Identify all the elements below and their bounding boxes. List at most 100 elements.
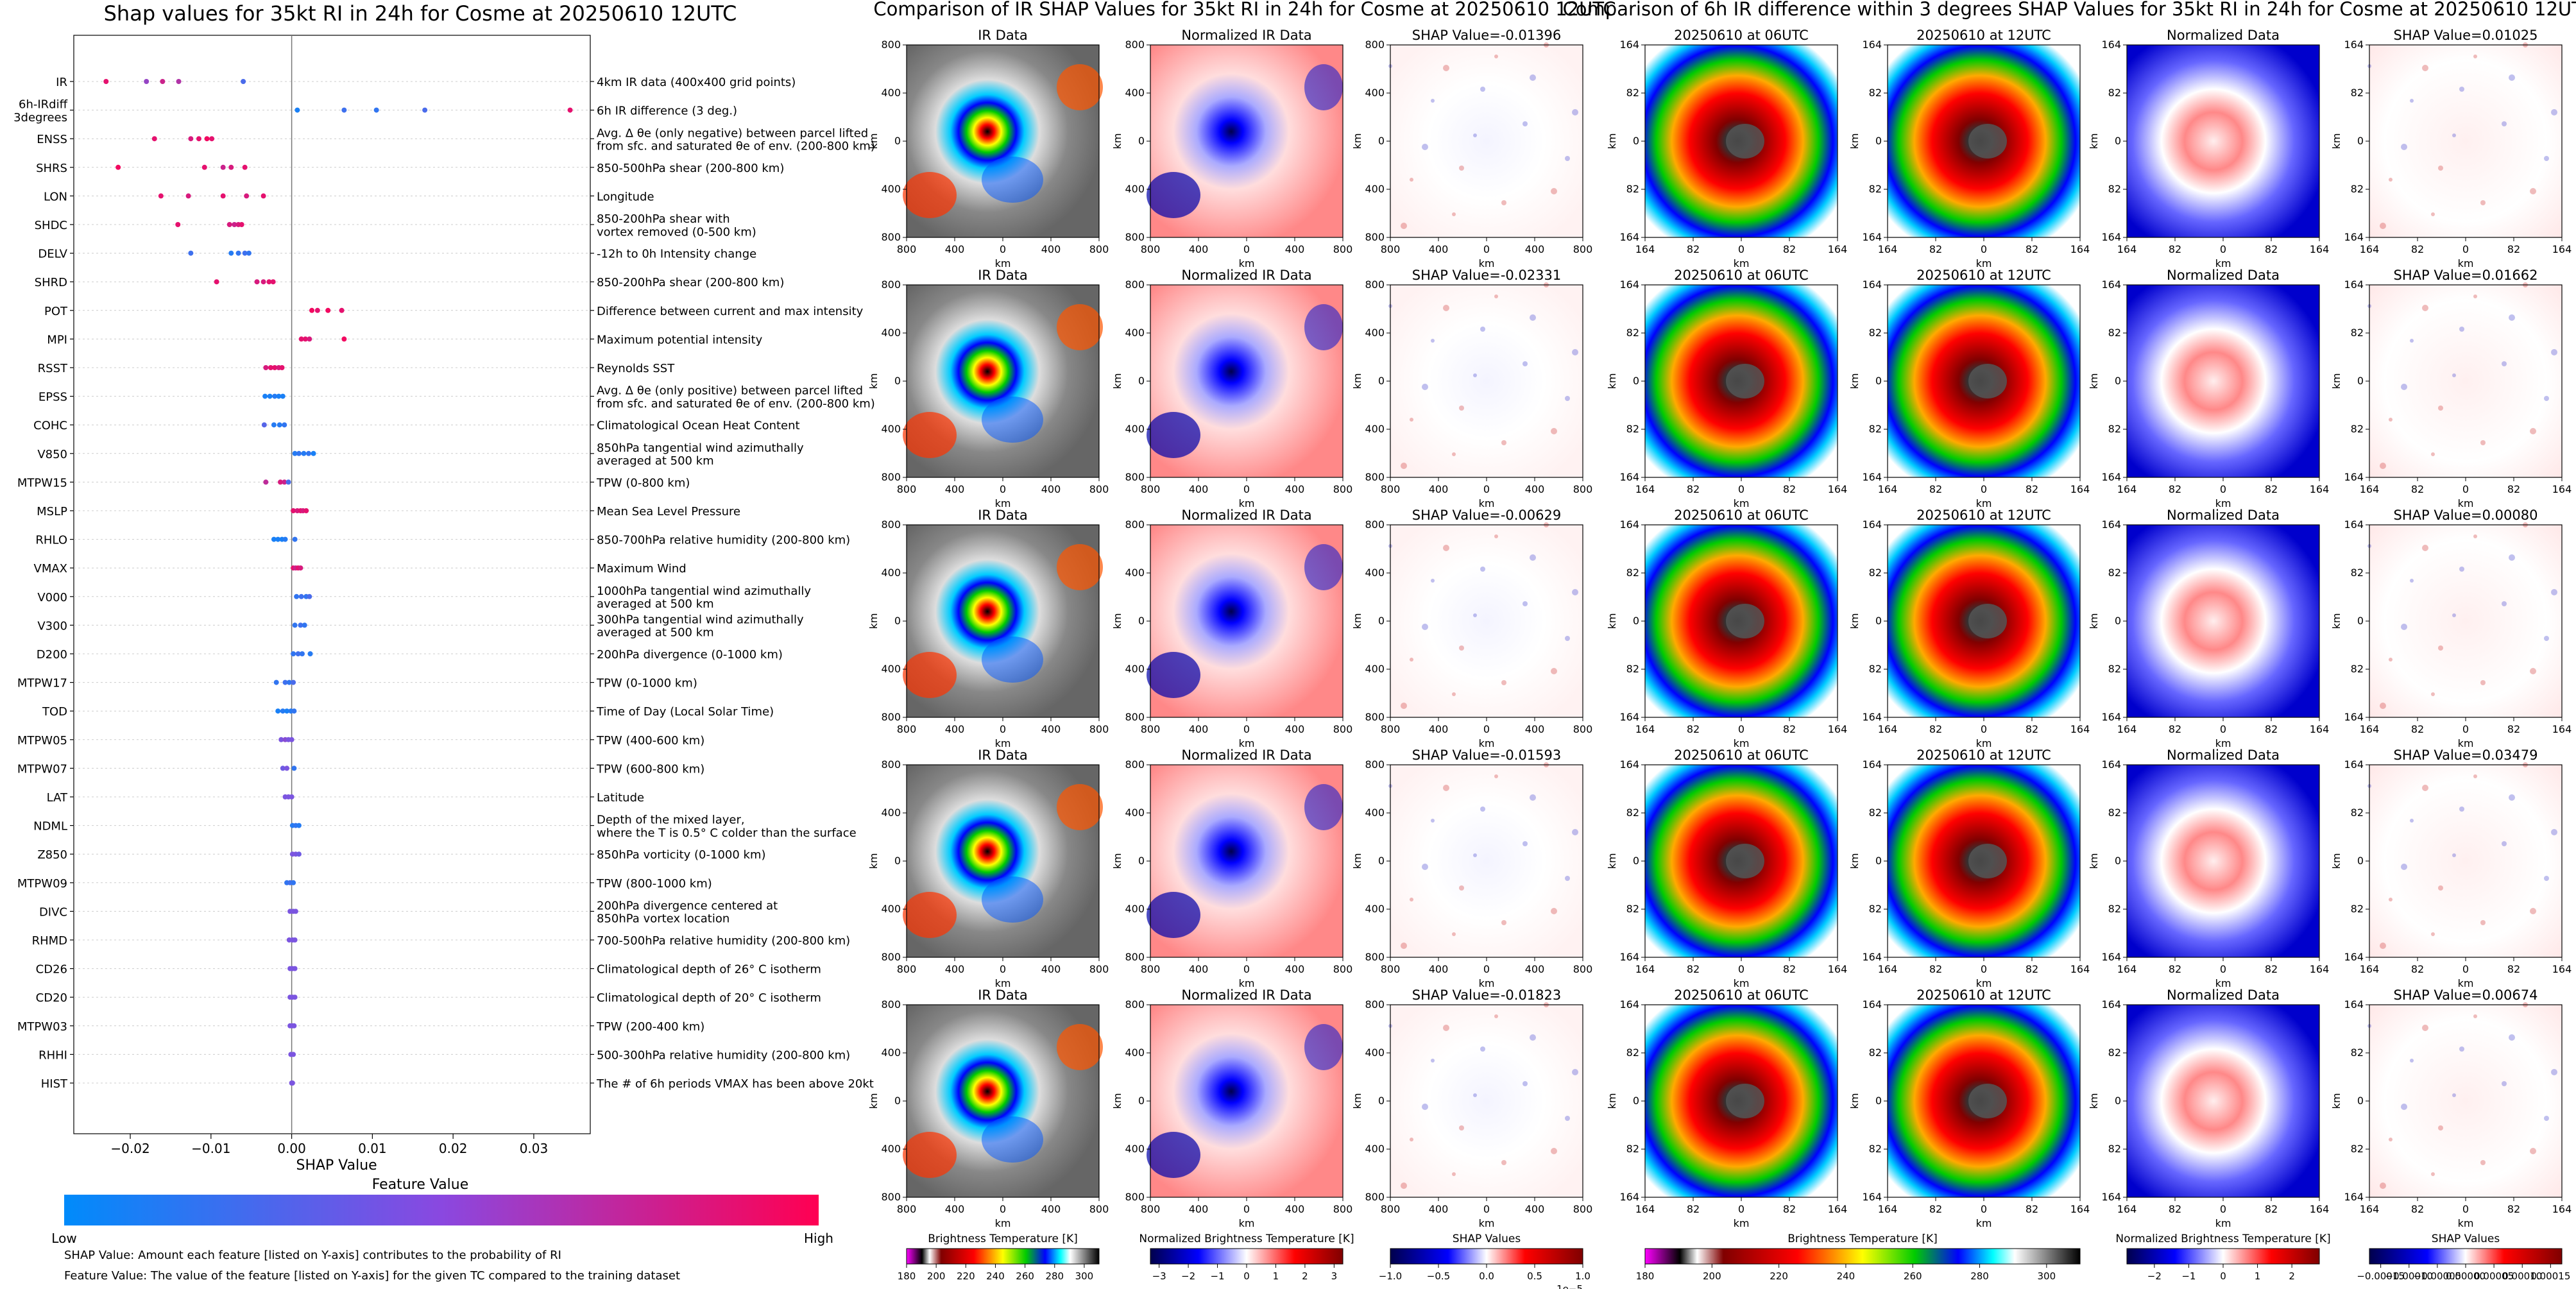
y-tick-label: 800 — [1125, 711, 1145, 723]
y-tick-label: 164 — [1862, 518, 1882, 531]
y-tick-label: 82 — [1869, 567, 1882, 579]
shap-speck — [1410, 1138, 1413, 1141]
x-tick-label: 82 — [2265, 243, 2278, 255]
x-tick-label: 0 — [1243, 723, 1250, 735]
x-tick-label: 164 — [1635, 483, 1655, 495]
x-tick-label: 82 — [2265, 723, 2278, 735]
shap-speck — [2509, 314, 2515, 321]
x-tick-label: 400 — [1041, 243, 1061, 255]
x-tick-label: 82 — [2169, 1203, 2181, 1215]
y-tick-label: 164 — [1619, 951, 1639, 963]
x-tick-label: 82 — [2411, 483, 2424, 495]
x-tick-label: 164 — [2117, 243, 2137, 255]
cloud-cluster — [903, 1132, 957, 1178]
cloud-cluster — [1147, 1132, 1200, 1178]
x-tick-label: 164 — [2310, 1203, 2330, 1215]
x-tick-label: 400 — [1429, 1203, 1449, 1215]
y-tick-label: 164 — [2344, 711, 2364, 723]
y-tick-label: 800 — [1365, 1191, 1385, 1203]
shap-point — [292, 966, 298, 971]
shap-speck — [2480, 440, 2486, 445]
normalized-ir-panel-title: Normalized IR Data — [1181, 987, 1311, 1003]
x-tick-label: 800 — [1573, 1203, 1593, 1215]
x-tick-label: 0.02 — [439, 1141, 468, 1156]
y-tick-label: 0 — [2115, 135, 2121, 147]
colorbar-tick-label: 220 — [1770, 1270, 1788, 1282]
x-tick-label: 400 — [1429, 723, 1449, 735]
cloud-cluster — [1057, 784, 1103, 830]
shap-speck — [1501, 200, 1506, 205]
shap-speck — [2502, 1081, 2507, 1086]
shap-point — [286, 679, 292, 685]
shap-speck — [2509, 794, 2515, 801]
irdiff-06utc-panel — [1641, 1004, 1838, 1201]
x-tick-label: 82 — [1687, 1203, 1700, 1215]
colorbar-tick-label: −0.00010 — [2385, 1270, 2433, 1282]
shap-point — [284, 708, 290, 714]
y-tick-label: 0 — [894, 135, 901, 147]
irdiff-norm-colorbar-label: Normalized Brightness Temperature [K] — [2115, 1233, 2330, 1245]
feature-desc-lon: Longitude — [597, 190, 654, 203]
shap-speck — [1494, 295, 1498, 298]
shap-speck — [2410, 339, 2414, 343]
shap-speck — [2389, 178, 2393, 182]
shap-point — [228, 164, 234, 170]
shap-point — [226, 222, 232, 227]
shap-point — [270, 279, 276, 285]
y-tick-label: 164 — [1619, 711, 1639, 723]
colorbar-tick-label: 1 — [1273, 1270, 1279, 1282]
y-tick-label: 800 — [1365, 758, 1385, 771]
feature-label-v850: V850 — [37, 448, 67, 461]
x-tick-label: 164 — [2360, 723, 2380, 735]
x-tick-label: 0 — [1000, 1203, 1006, 1215]
y-tick-label: 800 — [1125, 231, 1145, 243]
shap-speck — [2480, 920, 2486, 925]
x-tick-label: 800 — [1333, 483, 1353, 495]
y-tick-label: 0 — [2357, 1095, 2364, 1107]
shap-point — [272, 393, 278, 399]
shap-speck — [2551, 829, 2557, 835]
shap-speck — [2380, 223, 2386, 229]
y-axis-label: km — [867, 373, 880, 389]
x-tick-label: 800 — [1381, 243, 1401, 255]
shap-point — [422, 107, 428, 113]
ir-data-panel-title: IR Data — [978, 747, 1028, 763]
cloud-cluster — [1147, 892, 1200, 938]
shap-speck — [2509, 1034, 2515, 1041]
shap-point — [188, 250, 194, 256]
x-tick-label: 0 — [1483, 243, 1490, 255]
shap-speck — [1530, 1034, 1536, 1041]
y-tick-label: 82 — [2351, 1143, 2364, 1155]
x-tick-label: 800 — [1141, 1203, 1161, 1215]
shap-speck — [2431, 692, 2435, 696]
y-tick-label: 400 — [881, 663, 901, 675]
ir-data-panel-title: IR Data — [978, 987, 1028, 1003]
x-axis-label: km — [1479, 977, 1495, 989]
shap-point — [301, 450, 307, 456]
feature-desc-rsst: Reynolds SST — [597, 362, 675, 375]
irdiff-shap-panel-title: SHAP Value=0.00080 — [2394, 508, 2538, 523]
shap-speck — [2551, 1069, 2557, 1075]
x-tick-label: 82 — [1929, 243, 1942, 255]
x-tick-label: 0 — [1000, 723, 1006, 735]
y-tick-label: 164 — [1619, 758, 1639, 771]
shap-speck — [2431, 452, 2435, 456]
y-tick-label: 0 — [1875, 135, 1882, 147]
x-tick-label: 800 — [1141, 243, 1161, 255]
y-axis-label: km — [1111, 853, 1123, 869]
shap-speck — [1480, 87, 1485, 92]
y-axis-label: km — [2088, 613, 2100, 629]
x-tick-label: 164 — [1878, 243, 1898, 255]
shap-point — [282, 536, 288, 542]
y-axis-label: km — [1848, 853, 1861, 869]
note-shap-value: SHAP Value: Amount each feature [listed … — [64, 1249, 561, 1262]
x-tick-label: 0 — [2220, 483, 2226, 495]
shap-point — [292, 994, 298, 1000]
shap-speck — [1551, 428, 1557, 434]
x-axis-label: km — [1734, 1217, 1750, 1229]
x-tick-label: 800 — [1141, 963, 1161, 975]
shap-point — [289, 737, 294, 742]
x-tick-label: 164 — [1828, 483, 1848, 495]
x-tick-label: 400 — [1189, 1203, 1209, 1215]
x-tick-label: 82 — [1929, 1203, 1942, 1215]
